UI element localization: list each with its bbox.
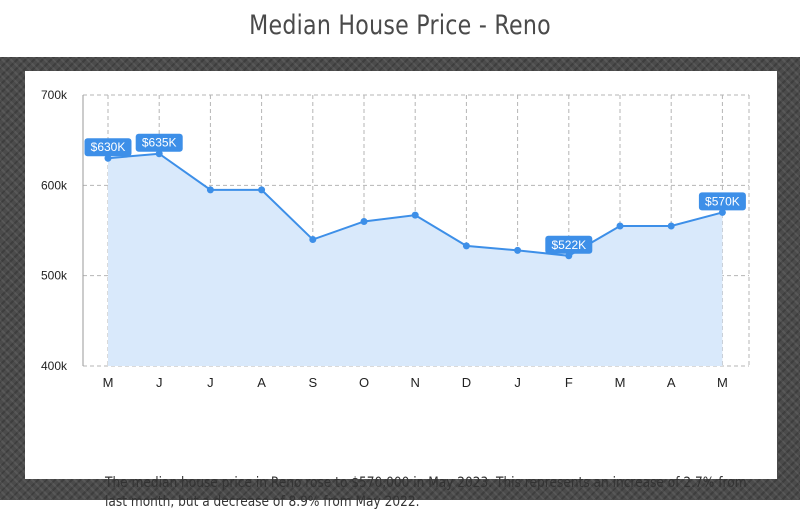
x-tick-label: O — [359, 375, 369, 390]
data-label: $522K — [551, 238, 586, 252]
data-label-box — [135, 133, 183, 152]
x-tick-label: M — [717, 375, 728, 390]
data-label-box — [84, 138, 132, 157]
data-point — [565, 252, 573, 260]
data-point — [462, 242, 470, 250]
area-fill — [108, 153, 723, 366]
x-tick-label: S — [308, 375, 317, 390]
x-tick-label: J — [156, 375, 163, 390]
data-point — [309, 236, 317, 244]
page-title: Median House Price - Reno — [249, 10, 551, 41]
data-point — [155, 150, 163, 158]
x-tick-label: J — [207, 375, 214, 390]
data-label: $570K — [705, 194, 740, 208]
x-tick-label: N — [411, 375, 420, 390]
data-point — [258, 186, 266, 194]
x-tick-label: A — [667, 375, 676, 390]
data-label: $635K — [142, 136, 177, 150]
x-tick-label: M — [103, 375, 114, 390]
chart-card: 400k 500k 600k 700k M J J A S O N D J F M A M $630K $635K $… — [25, 71, 777, 510]
data-point — [718, 208, 726, 216]
x-tick-label: F — [565, 375, 573, 390]
data-point — [667, 222, 675, 230]
title-bar: Median House Price - Reno — [0, 0, 800, 57]
y-tick-label: 400k — [41, 359, 68, 373]
x-tick-label: M — [615, 375, 626, 390]
x-tick-label: A — [257, 375, 266, 390]
x-tick-label: D — [462, 375, 471, 390]
price-chart: 400k 500k 600k 700k M J J A S O N D J F M A M $630K $635K $… — [41, 88, 750, 390]
data-point — [514, 246, 522, 254]
data-point — [411, 211, 419, 219]
y-tick-label: 500k — [41, 269, 68, 283]
data-point — [104, 154, 112, 162]
y-tick-label: 600k — [41, 178, 68, 192]
data-label-box — [545, 235, 593, 254]
y-tick-label: 700k — [41, 88, 68, 102]
data-point — [616, 222, 624, 230]
data-point — [360, 217, 368, 225]
data-label-box — [698, 192, 746, 211]
chart-caption: The median house price in Reno rose to $… — [105, 475, 747, 510]
data-label: $630K — [91, 140, 126, 154]
x-tick-label: J — [514, 375, 521, 390]
data-point — [206, 186, 214, 194]
